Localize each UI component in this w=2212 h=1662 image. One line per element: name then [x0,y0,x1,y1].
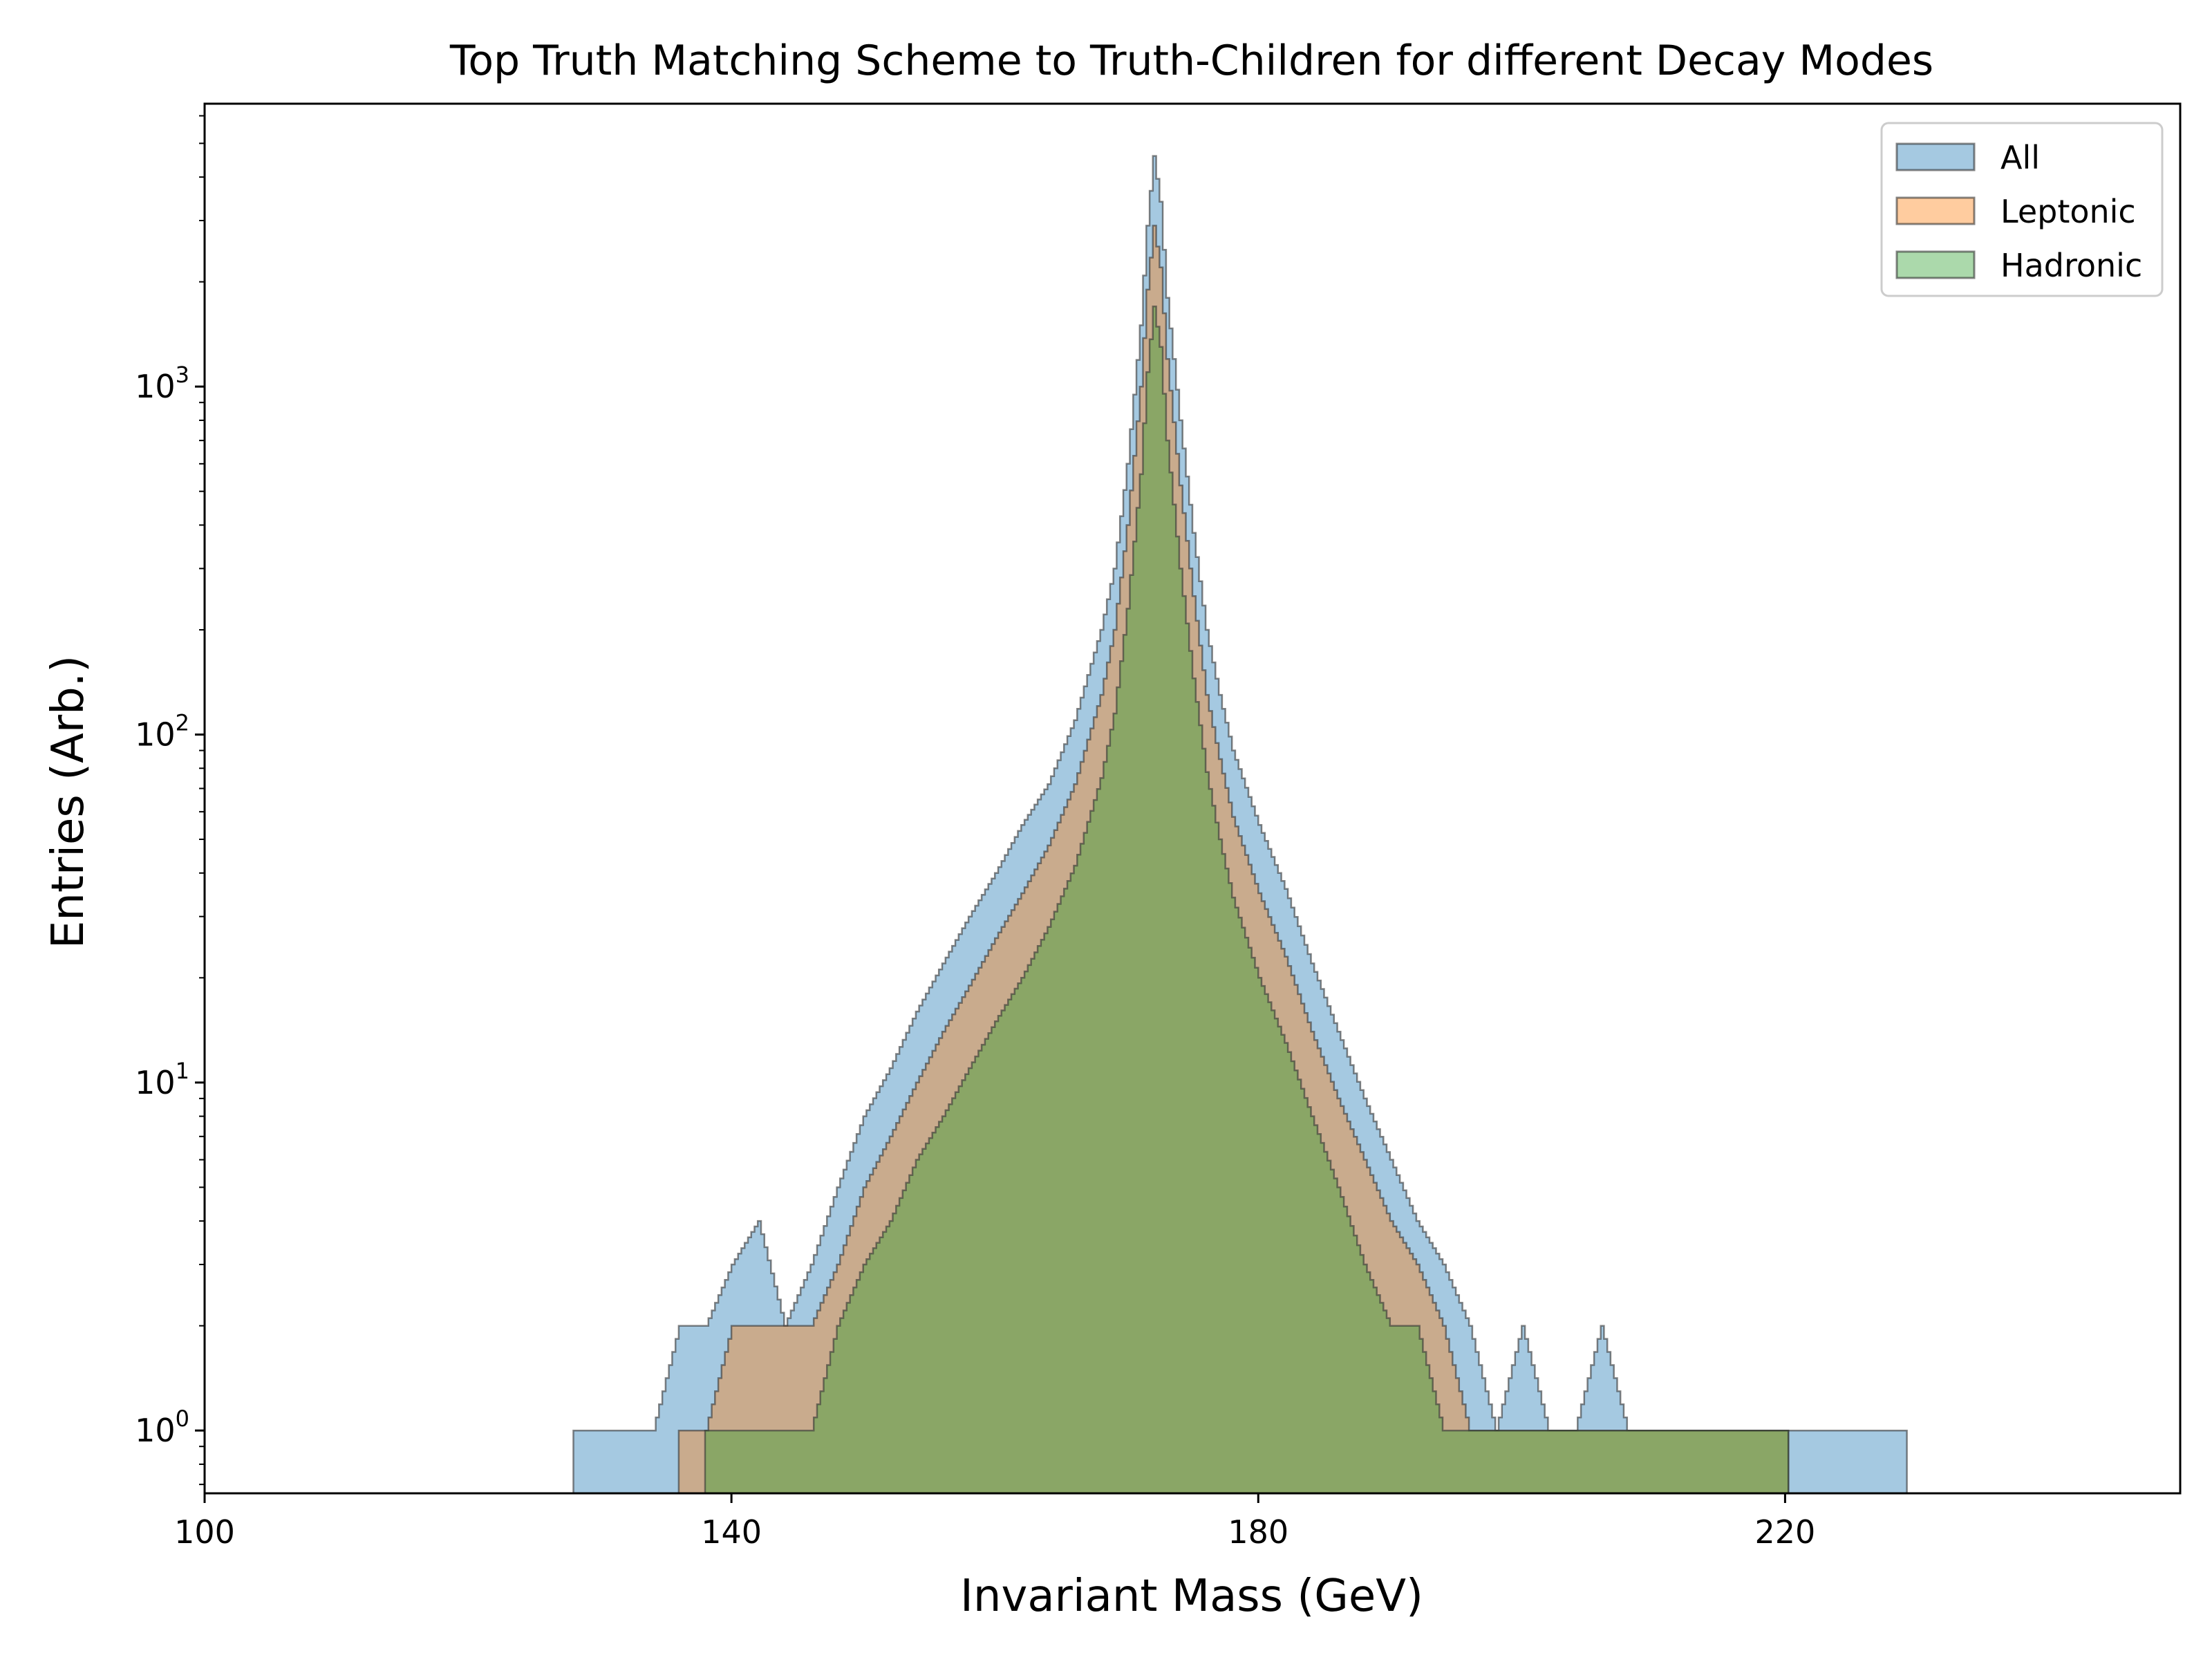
x-tick-label: 220 [1754,1513,1815,1551]
axes-frame [203,102,2182,1495]
y-tick-label: 101 [135,1058,189,1101]
series-group [572,155,1908,1493]
axes: 100 140 180 220 100 101 102 103 [135,102,2182,1551]
legend-swatch-leptonic [1895,196,1976,225]
legend-label-all: All [2000,139,2040,176]
y-tick-label: 102 [135,710,189,754]
y-tick-label: 100 [135,1406,189,1449]
legend-swatch-all [1895,142,1976,171]
histogram-series-hadronic [704,305,1790,1493]
plot-area [572,155,1908,1493]
x-axis-label: Invariant Mass (GeV) [960,1571,1423,1622]
legend-label-hadronic: Hadronic [2000,247,2142,284]
x-tick-label: 180 [1228,1513,1288,1551]
histogram-series-all [572,155,1908,1493]
legend-label-leptonic: Leptonic [2000,193,2136,230]
legend-swatch-hadronic [1895,250,1976,279]
chart-title: Top Truth Matching Scheme to Truth-Child… [449,37,1933,85]
legend: All Leptonic Hadronic [1880,122,2164,297]
x-tick-label: 100 [174,1513,235,1551]
y-tick-label: 103 [135,362,189,405]
y-axis-label: Entries (Arb.) [43,655,94,949]
x-tick-label: 140 [701,1513,762,1551]
